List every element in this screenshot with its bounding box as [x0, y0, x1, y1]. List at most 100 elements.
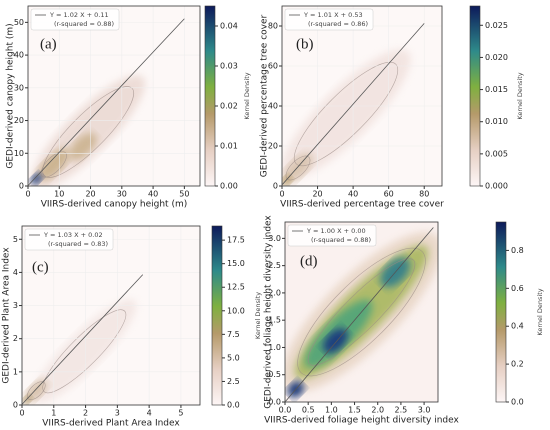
y-axis-label: GEDI-derived canopy height (m): [6, 23, 16, 168]
y-tick-label: 5: [13, 235, 18, 244]
y-tick-label: 20: [14, 116, 24, 125]
y-tick-label: 2.0: [268, 288, 281, 297]
colorbar-tick-label: 15.0: [227, 259, 245, 268]
x-tick-label: 0: [19, 409, 24, 418]
y-tick-label: 2: [13, 334, 18, 343]
density-blob: [30, 172, 43, 185]
y-tick-label: 40: [14, 51, 24, 60]
legend-text: Y = 1.01 X + 0.53: [303, 11, 363, 19]
y-tick-label: 1.5: [268, 316, 281, 325]
plot-frame: [21, 225, 201, 406]
y-tick-label: 80: [268, 22, 278, 31]
y-axis-label: GEDI-derived percentage tree cover: [260, 14, 270, 177]
density: [22, 299, 137, 405]
legend-text: Y = 1.03 X + 0.02: [43, 231, 103, 239]
colorbar-tick-label: 0.03: [220, 62, 238, 71]
colorbar-label: Kernel Density: [243, 72, 251, 119]
colorbar-tick-label: 17.5: [227, 236, 245, 245]
panel-label: (c): [32, 259, 49, 275]
panel-label: (d): [300, 253, 318, 269]
y-tick-label: 3.0: [268, 234, 281, 243]
colorbar-tick-label: 0.0: [227, 401, 240, 410]
x-tick-label: 30: [117, 190, 127, 199]
colorbar-tick-label: 0.010: [485, 117, 508, 126]
legend-box: [30, 8, 120, 31]
x-axis-label: VIIRS-derived Plant Area Index: [42, 419, 180, 429]
contour: [297, 247, 426, 377]
plot-frame: [27, 5, 201, 187]
density-blob: [282, 175, 293, 186]
legend-text: Y = 1.02 X + 0.11: [49, 11, 109, 19]
x-tick-label: 5: [178, 409, 183, 418]
panel-label: (a): [40, 36, 57, 52]
contour: [26, 381, 46, 400]
y-tick-label: 0: [19, 182, 24, 191]
colorbar-tick-label: 0.6: [511, 284, 524, 293]
x-tick-label: 2.0: [371, 406, 384, 415]
plot-frame: [281, 5, 443, 187]
colorbar-tick-label: 0.0: [511, 398, 524, 407]
colorbar: [211, 225, 223, 406]
contour: [293, 61, 399, 167]
colorbar-tick-label: 0.00: [220, 182, 238, 191]
x-tick-label: 40: [148, 190, 158, 199]
y-tick-label: 30: [14, 83, 24, 92]
legend-box: [24, 228, 114, 251]
y-tick-label: 60: [268, 62, 278, 71]
y-tick-label: 0: [13, 401, 18, 410]
y-tick-label: 10: [14, 149, 24, 158]
legend-text: Y = 1.00 X + 0.00: [306, 227, 366, 235]
x-tick-label: 0: [25, 190, 30, 199]
colorbar-tick-label: 0.020: [485, 53, 508, 62]
x-axis-label: VIIRS-derived canopy height (m): [41, 200, 187, 210]
y-tick-label: 0.0: [268, 398, 281, 407]
y-tick-label: 1: [13, 367, 18, 376]
colorbar: [495, 221, 507, 403]
colorbar-tick-label: 0.4: [511, 322, 524, 331]
x-tick-label: 50: [179, 190, 189, 199]
x-tick-label: 20: [312, 190, 322, 199]
y-tick-label: 40: [268, 102, 278, 111]
x-tick-label: 60: [384, 190, 394, 199]
y-axis-label: GEDI-derived Plant Area Index: [2, 247, 12, 384]
x-tick-label: 1: [51, 409, 56, 418]
colorbar-label: Kernel Density: [516, 72, 524, 119]
colorbar-tick-label: 0.2: [511, 360, 524, 369]
colorbar-tick-label: 2.5: [227, 377, 240, 386]
fit-line: [21, 274, 144, 405]
colorbar-tick-label: 7.5: [227, 330, 240, 339]
x-tick-label: 40: [348, 190, 358, 199]
plot-frame: [284, 221, 439, 403]
y-tick-label: 0: [273, 182, 278, 191]
colorbar-tick-label: 0.04: [220, 22, 238, 31]
y-tick-label: 3: [13, 301, 18, 310]
x-tick-label: 80: [419, 190, 429, 199]
x-tick-label: 10: [54, 190, 64, 199]
x-tick-label: 1.0: [325, 406, 338, 415]
x-tick-label: 3.0: [418, 406, 431, 415]
contour: [42, 86, 134, 178]
x-axis-label: VIIRS-derived foliage height diversity i…: [264, 416, 459, 426]
density-blob: [282, 49, 411, 179]
density-blob: [322, 328, 349, 354]
y-tick-label: 1.0: [268, 343, 281, 352]
legend-text: (r-squared = 0.83): [48, 240, 108, 248]
density: [30, 75, 146, 186]
y-tick-label: 20: [268, 142, 278, 151]
x-tick-label: 0: [279, 190, 284, 199]
x-tick-label: 4: [147, 409, 152, 418]
colorbar-tick-label: 0.000: [485, 182, 508, 191]
y-tick-label: 50: [14, 18, 24, 27]
x-tick-label: 0.0: [279, 406, 292, 415]
colorbar-label: Kernel Density: [536, 288, 544, 335]
contour: [42, 309, 127, 394]
colorbar-tick-label: 0.005: [485, 149, 508, 158]
density-blob: [37, 148, 70, 181]
colorbar-tick-label: 12.5: [227, 283, 245, 292]
legend-box: [284, 8, 374, 31]
colorbar-tick-label: 0.01: [220, 142, 238, 151]
x-tick-label: 20: [85, 190, 95, 199]
y-axis-label: GEDI-derived foliage height diversity in…: [264, 215, 274, 409]
panel-label: (b): [296, 36, 314, 52]
